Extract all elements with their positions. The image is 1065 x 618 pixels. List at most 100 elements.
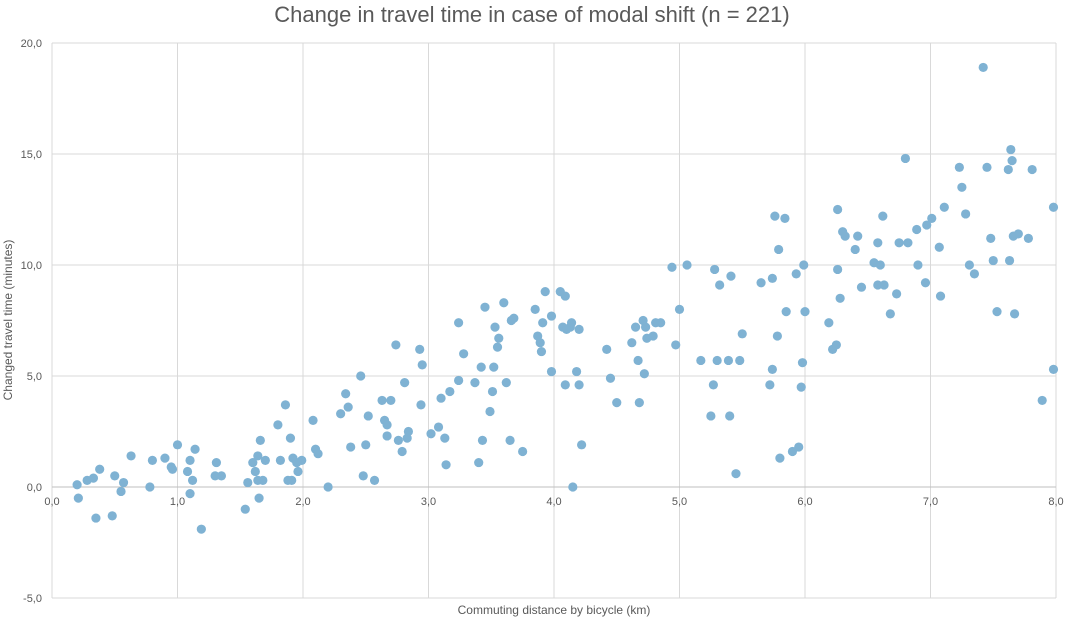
data-point xyxy=(878,211,888,221)
data-point xyxy=(641,322,651,332)
data-point xyxy=(1007,156,1017,166)
data-point xyxy=(415,344,425,354)
data-point xyxy=(927,213,937,223)
data-point xyxy=(436,393,446,403)
data-point xyxy=(667,262,677,272)
data-point xyxy=(386,395,396,406)
data-point xyxy=(285,433,296,443)
data-point xyxy=(489,362,499,372)
data-point xyxy=(922,220,932,230)
data-point xyxy=(546,311,557,321)
data-point xyxy=(835,293,845,303)
data-point xyxy=(674,304,685,314)
data-point xyxy=(935,291,946,301)
data-point xyxy=(540,287,550,297)
data-point xyxy=(780,213,790,223)
data-point xyxy=(794,442,804,452)
data-point xyxy=(903,238,913,248)
data-point xyxy=(767,364,777,374)
data-point xyxy=(477,435,488,445)
data-point xyxy=(612,398,622,408)
data-point xyxy=(969,269,980,279)
data-point xyxy=(712,355,722,366)
data-point xyxy=(397,446,407,457)
y-tick-label: -5,0 xyxy=(23,593,42,605)
data-point xyxy=(648,331,658,341)
data-point xyxy=(900,153,911,164)
data-point xyxy=(73,493,83,503)
data-point xyxy=(892,289,902,299)
data-point xyxy=(454,318,464,328)
data-point xyxy=(885,309,895,319)
data-point xyxy=(920,278,931,288)
x-axis-ticks: 0,0 1,0 2,0 3,0 4,0 5,0 6,0 7,0 8,0 xyxy=(44,496,1063,508)
data-point xyxy=(116,486,126,497)
data-point xyxy=(633,355,643,366)
data-point xyxy=(961,209,971,219)
data-point xyxy=(91,513,101,523)
data-point xyxy=(308,415,318,425)
data-point xyxy=(1006,144,1016,155)
data-point xyxy=(476,362,486,372)
data-point xyxy=(474,457,484,468)
data-point xyxy=(499,298,509,308)
data-points xyxy=(72,62,1059,534)
data-point xyxy=(147,455,157,465)
data-point xyxy=(1013,229,1023,239)
data-point xyxy=(216,471,227,481)
data-point xyxy=(417,360,427,370)
data-point xyxy=(243,477,253,488)
data-point xyxy=(671,340,681,350)
data-point xyxy=(770,211,780,221)
data-point xyxy=(172,440,183,450)
data-point xyxy=(797,358,808,368)
data-point xyxy=(145,482,155,492)
y-tick-label: 10,0 xyxy=(21,260,42,272)
data-point xyxy=(505,435,515,445)
data-point xyxy=(509,313,519,323)
data-point xyxy=(627,338,637,348)
data-point xyxy=(602,344,612,354)
data-point xyxy=(1004,255,1015,266)
data-point xyxy=(737,329,747,339)
data-point xyxy=(775,453,785,463)
y-tick-label: 0,0 xyxy=(27,482,42,494)
data-point xyxy=(781,307,791,317)
data-point xyxy=(1027,164,1037,175)
x-tick-label: 2,0 xyxy=(295,496,310,508)
data-point xyxy=(258,475,268,485)
data-point xyxy=(939,202,949,212)
data-point xyxy=(1009,309,1020,319)
data-point xyxy=(1048,202,1059,212)
data-point xyxy=(494,333,504,343)
data-point xyxy=(440,433,450,443)
data-point xyxy=(454,375,464,386)
data-point xyxy=(873,238,883,248)
data-point xyxy=(182,466,193,477)
data-point xyxy=(459,349,469,359)
data-point xyxy=(574,324,584,334)
data-point xyxy=(535,338,545,348)
data-point xyxy=(735,355,745,366)
y-tick-label: 15,0 xyxy=(21,149,42,161)
data-point xyxy=(400,378,410,388)
data-point xyxy=(275,455,286,465)
data-point xyxy=(363,411,373,421)
x-axis-label: Commuting distance by bicycle (km) xyxy=(458,603,651,617)
data-point xyxy=(336,409,346,419)
data-point xyxy=(957,182,967,192)
data-point xyxy=(382,431,392,441)
data-point xyxy=(240,504,250,514)
data-point xyxy=(934,242,944,252)
data-point xyxy=(492,342,503,352)
gridlines xyxy=(51,42,1057,599)
data-point xyxy=(731,469,741,479)
data-point xyxy=(445,386,455,397)
data-point xyxy=(767,273,777,283)
data-point xyxy=(343,402,353,412)
data-point xyxy=(725,411,735,421)
data-point xyxy=(403,426,414,437)
data-point xyxy=(485,406,495,417)
data-point xyxy=(796,382,806,392)
